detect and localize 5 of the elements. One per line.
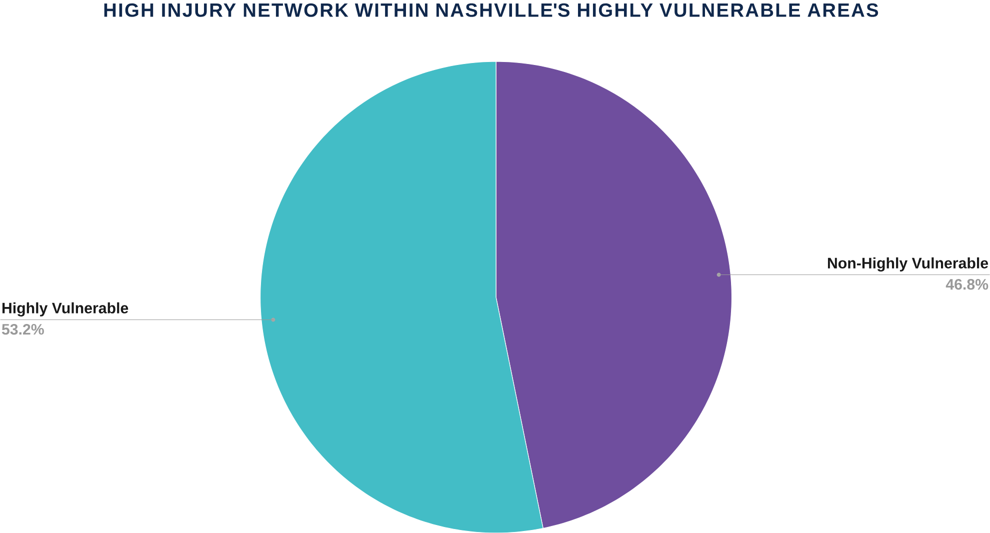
data-label: 53.2%: [2, 324, 44, 335]
slice-label: Highly Vulnerable: [2, 302, 128, 316]
data-label: 46.8%: [946, 278, 988, 290]
chart-title: HIGH INJURY NETWORK WITHIN NASHVILLE'S HIGHLY VULNERABLE AREAS: [104, 3, 878, 17]
slice-label: Non-Highly Vulnerable: [828, 257, 988, 272]
